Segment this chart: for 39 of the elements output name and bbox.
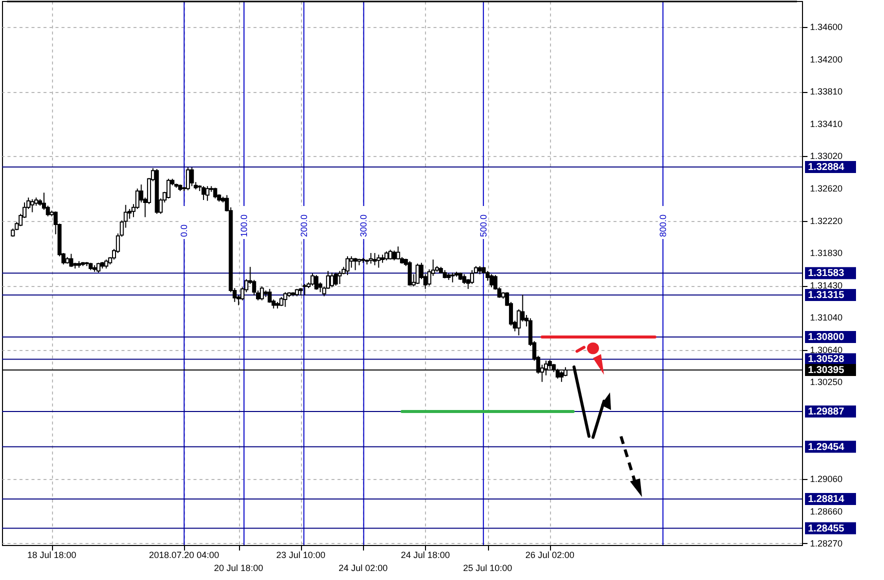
- ref-line-label: 1.30800: [808, 332, 845, 344]
- y-tick-label: 1.31040: [810, 312, 843, 322]
- y-tick-label: 1.33020: [810, 150, 843, 161]
- x-tick-label: 24 Jul 02:00: [338, 563, 388, 573]
- x2-tick-label: 0.0: [179, 224, 190, 237]
- x-tick-label: 24 Jul 18:00: [400, 550, 450, 560]
- ref-line-label: 1.29454: [808, 442, 845, 453]
- x-tick-label: 26 Jul 02:00: [525, 550, 574, 560]
- y-tick-label: 1.28270: [810, 538, 843, 548]
- x-tick-label: 2018.07.20 04:00: [149, 550, 220, 560]
- y-tick-label: 1.34600: [810, 22, 843, 32]
- ref-line-label: 1.28814: [808, 494, 845, 505]
- ref-line-label: 1.32884: [808, 162, 845, 174]
- y-tick-label: 1.31830: [810, 248, 843, 258]
- x-tick-label: 20 Jul 18:00: [214, 563, 264, 573]
- y-tick-label: 1.33810: [810, 86, 843, 97]
- y-tick-label: 1.29060: [810, 474, 843, 484]
- x-tick-label: 23 Jul 10:00: [276, 550, 326, 560]
- ref-line-label: 1.28455: [808, 523, 845, 534]
- x-tick-label: 18 Jul 18:00: [27, 550, 76, 560]
- x2-tick-label: 500.0: [478, 214, 488, 237]
- x2-tick-label: 800.0: [658, 214, 668, 237]
- y-tick-label: 1.32620: [810, 184, 843, 194]
- y-tick-label: 1.30250: [810, 376, 843, 387]
- ref-line-label: 1.30395: [808, 365, 845, 376]
- y-tick-label: 1.30640: [810, 345, 843, 356]
- x-tick-label: 25 Jul 10:00: [463, 563, 512, 573]
- ref-line-label: 1.30528: [808, 354, 845, 366]
- y-tick-label: 1.31430: [810, 280, 843, 291]
- x2-tick-label: 200.0: [298, 214, 309, 237]
- ref-line-label: 1.31583: [808, 268, 845, 280]
- ref-line-label: 1.31315: [808, 290, 845, 302]
- y-tick-label: 1.34200: [810, 54, 843, 65]
- y-tick-label: 1.33410: [810, 119, 843, 130]
- y-tick-label: 1.28660: [810, 506, 843, 517]
- x2-tick-label: 100.0: [239, 214, 249, 237]
- x2-tick-label: 300.0: [358, 214, 369, 237]
- ref-line-label: 1.29887: [808, 406, 845, 418]
- y-tick-label: 1.32220: [810, 216, 843, 226]
